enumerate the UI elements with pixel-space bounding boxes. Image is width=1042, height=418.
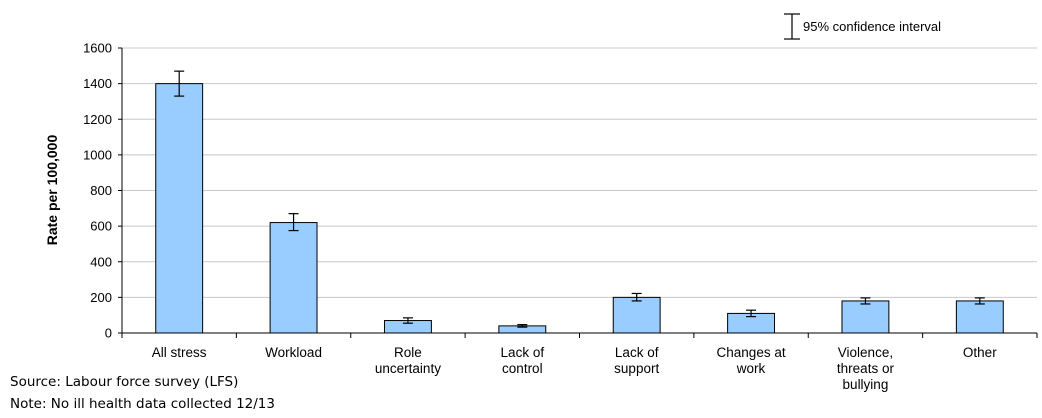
- x-category-label: threats or: [837, 361, 895, 376]
- x-category-label: work: [736, 361, 766, 376]
- x-category-label: uncertainty: [375, 361, 441, 376]
- y-tick-label: 400: [90, 254, 112, 269]
- y-tick-label: 1600: [83, 41, 112, 56]
- x-category-label: Violence,: [838, 345, 893, 360]
- x-category-label: Other: [963, 345, 997, 360]
- gridlines: [122, 47, 1037, 298]
- x-category-label: Lack of: [501, 345, 545, 360]
- x-category-label: Role: [394, 345, 422, 360]
- ill-health-note: Note: No ill health data collected 12/13: [10, 396, 275, 412]
- x-category-label: Changes at: [717, 345, 786, 360]
- x-category-label: Workload: [265, 345, 322, 360]
- y-tick-label: 600: [90, 219, 112, 234]
- y-tick-label: 0: [105, 326, 112, 341]
- bar: [955, 300, 1004, 334]
- x-category-label: support: [614, 361, 659, 376]
- bar: [269, 222, 318, 334]
- y-tick-label: 1000: [83, 147, 112, 162]
- y-tick-label: 1200: [83, 112, 112, 127]
- x-category-label: Lack of: [615, 345, 659, 360]
- legend: 95% confidence interval: [784, 13, 941, 40]
- x-category-label: control: [502, 361, 543, 376]
- y-axis-label: Rate per 100,000: [44, 135, 60, 246]
- source-note: Source: Labour force survey (LFS): [10, 374, 239, 390]
- bar: [612, 296, 661, 334]
- axes: [118, 47, 1038, 338]
- y-tick-label: 200: [90, 290, 112, 305]
- bar: [841, 300, 890, 334]
- y-tick-label: 1400: [83, 76, 112, 91]
- bar: [155, 83, 204, 334]
- x-category-label: bullying: [843, 377, 889, 392]
- x-category-label: All stress: [152, 345, 207, 360]
- legend-label: 95% confidence interval: [803, 19, 941, 34]
- bars: [155, 70, 1004, 334]
- y-tick-labels: 0 200 400 600 800 1000 1200 1400 1600: [83, 41, 112, 341]
- y-tick-label: 800: [90, 183, 112, 198]
